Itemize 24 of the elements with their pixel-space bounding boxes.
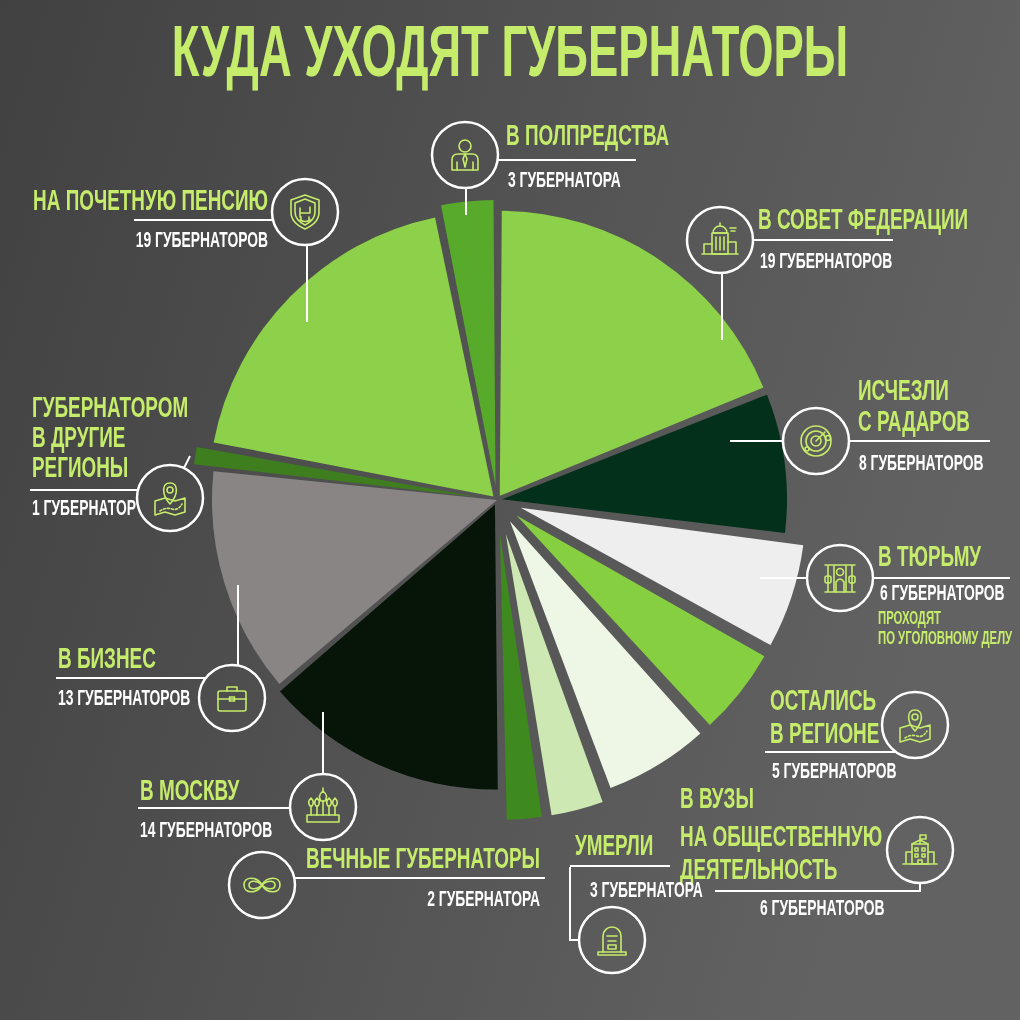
slice-label: В ТЮРЬМУ: [878, 538, 982, 572]
data-label: 1 ГУБЕРНАТОР: [32, 494, 136, 520]
slice-label: ОСТАЛИСЬ В РЕГИОНЕ: [770, 682, 880, 749]
slice-label: ИСЧЕЗЛИ С РАДАРОВ: [858, 372, 970, 437]
data-label: 14 ГУБЕРНАТОРОВ: [140, 816, 273, 842]
slice-label: В СОВЕТ ФЕДЕРАЦИИ: [758, 201, 969, 235]
data-label: 3 ГУБЕРНАТОРА: [508, 166, 621, 192]
slice-label: В ПОЛПРЕДСТВА: [506, 117, 670, 151]
slice-label: В МОСКВУ: [140, 772, 240, 806]
slice-label: ВЕЧНЫЕ ГУБЕРНАТОРЫ: [306, 840, 540, 874]
data-label: 6 ГУБЕРНАТОРОВ: [760, 894, 885, 920]
slice-label: В БИЗНЕС: [58, 640, 156, 674]
data-label: 8 ГУБЕРНАТОРОВ: [859, 449, 984, 475]
slice-label: УМЕРЛИ: [575, 827, 654, 861]
data-label: 19 ГУБЕРНАТОРОВ: [135, 226, 268, 252]
data-label: 13 ГУБЕРНАТОРОВ: [58, 684, 191, 710]
data-label: 6 ГУБЕРНАТОРОВ: [880, 579, 1005, 605]
slice-label: НА ПОЧЕТНУЮ ПЕНСИЮ: [33, 182, 268, 216]
data-label: 19 ГУБЕРНАТОРОВ: [760, 247, 893, 273]
data-label: 2 ГУБЕРНАТОРА: [427, 885, 540, 911]
chart-title: КУДА УХОДЯТ ГУБЕРНАТОРЫ: [171, 11, 849, 92]
text: ПРОХОДЯТ ПО УГОЛОВНОМУ ДЕЛУ: [878, 607, 1013, 648]
slice-label: ГУБЕРНАТОРОМ В ДРУГИЕ РЕГИОНЫ: [32, 389, 189, 483]
data-label: 5 ГУБЕРНАТОРОВ: [772, 757, 897, 783]
